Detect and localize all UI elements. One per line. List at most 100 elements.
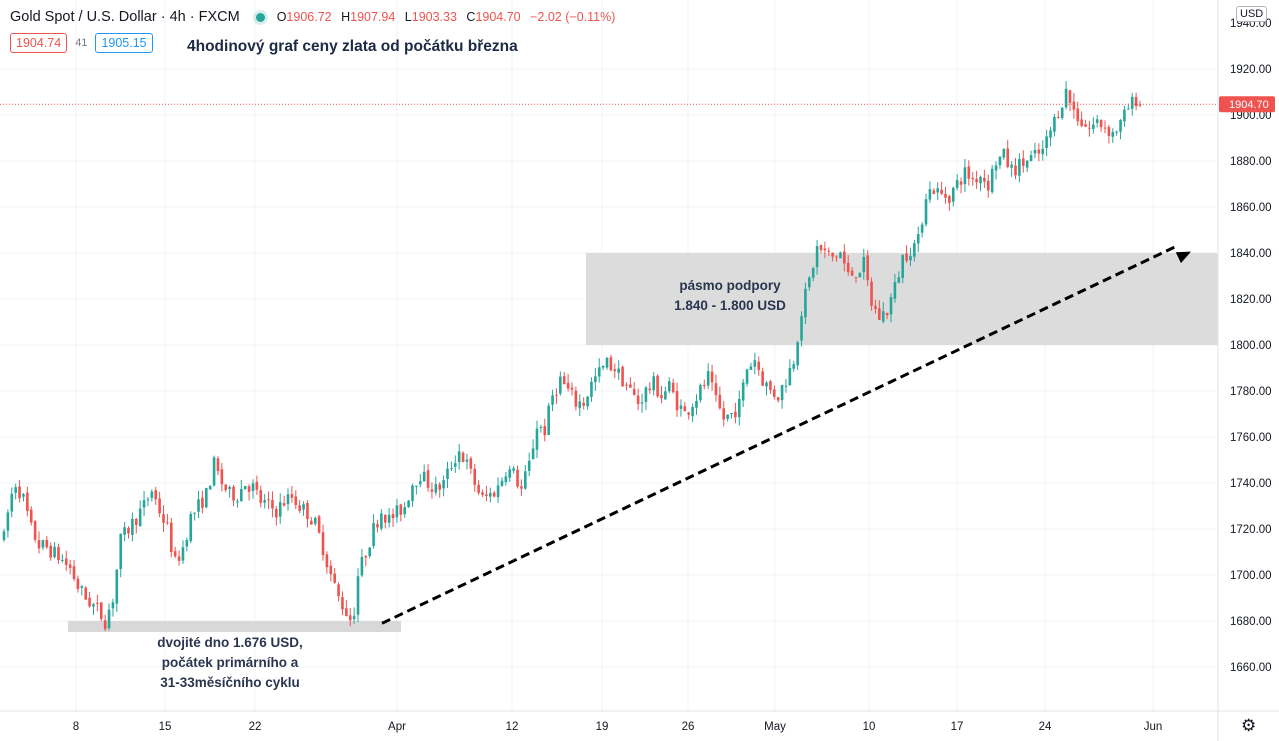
- y-tick-label: 1760.00: [1230, 432, 1272, 444]
- candle-body: [979, 176, 982, 184]
- candle-body: [6, 512, 10, 531]
- candle-body: [57, 547, 60, 561]
- exchange: FXCM: [198, 9, 240, 25]
- candle-body: [1010, 164, 1013, 168]
- candle-body: [119, 533, 123, 569]
- candle-body: [792, 364, 796, 369]
- candle-body: [220, 469, 224, 485]
- candle-body: [885, 312, 889, 316]
- y-tick-label: 1780.00: [1230, 386, 1272, 398]
- candle-body: [275, 508, 278, 518]
- candle-body: [325, 554, 329, 568]
- market-status-icon[interactable]: [255, 12, 265, 22]
- candle-body: [492, 492, 496, 497]
- candle-body: [271, 500, 274, 509]
- x-tick-label: 26: [682, 721, 695, 733]
- candle-body: [500, 480, 504, 486]
- candle-body: [773, 389, 776, 397]
- candle-body: [1057, 117, 1060, 119]
- candle-body: [1053, 116, 1056, 132]
- candle-body: [843, 251, 846, 264]
- interval[interactable]: 4h: [169, 9, 186, 25]
- candle-body: [621, 366, 624, 387]
- candle-body: [998, 156, 1002, 166]
- candle-body: [1033, 149, 1037, 154]
- y-tick-label: 1720.00: [1230, 524, 1272, 536]
- currency-button[interactable]: USD: [1236, 6, 1268, 22]
- candle-body: [512, 468, 515, 471]
- candle-body: [251, 483, 255, 491]
- candle-body: [395, 505, 399, 518]
- candle-body: [671, 382, 675, 393]
- symbol-name[interactable]: Gold Spot / U.S. Dollar: [10, 9, 157, 25]
- candle-body: [1127, 108, 1130, 110]
- x-tick-label: 10: [863, 721, 876, 733]
- candle-body: [1021, 158, 1025, 166]
- candle-body: [539, 427, 543, 429]
- candle-body: [520, 486, 523, 489]
- candle-body: [457, 451, 461, 463]
- candle-body: [177, 556, 181, 561]
- candle-body: [835, 256, 838, 258]
- candle-body: [403, 507, 407, 515]
- candle-body: [313, 517, 317, 524]
- candle-body: [796, 342, 799, 366]
- candle-body: [632, 388, 636, 395]
- candle-body: [948, 196, 951, 203]
- candle-body: [337, 584, 340, 597]
- x-tick-label: 19: [596, 721, 609, 733]
- candle-body: [749, 366, 753, 370]
- candle-body: [298, 505, 301, 512]
- candle-body: [422, 471, 426, 482]
- candle-body: [434, 484, 438, 493]
- current-price-label: 1904.70: [1229, 99, 1269, 111]
- candle-body: [555, 394, 558, 396]
- candle-body: [574, 390, 578, 407]
- candle-body: [259, 490, 263, 503]
- candle-body: [1080, 119, 1083, 126]
- x-tick-label: 12: [506, 721, 519, 733]
- candle-body: [967, 166, 971, 179]
- bid-price-button[interactable]: 1904.74: [10, 33, 68, 53]
- double-bottom-zone: [68, 621, 401, 632]
- candle-body: [932, 190, 936, 194]
- candle-body: [131, 518, 134, 536]
- candle-body: [1076, 108, 1080, 122]
- candle-body: [761, 371, 764, 386]
- candle-body: [652, 376, 655, 391]
- candle-body: [310, 520, 313, 525]
- candle-body: [959, 181, 963, 185]
- candle-body: [1107, 127, 1111, 136]
- candle-body: [224, 484, 228, 491]
- candle-body: [278, 502, 282, 517]
- y-tick-label: 1740.00: [1230, 478, 1272, 490]
- candle-body: [726, 414, 729, 419]
- candle-body: [811, 268, 815, 278]
- double-bottom-label: dvojité dno 1.676 USD, počátek primárníh…: [157, 635, 303, 690]
- candle-body: [784, 385, 788, 387]
- candle-body: [800, 316, 803, 341]
- candle-body: [683, 406, 687, 412]
- x-tick-label: 17: [951, 721, 964, 733]
- candle-body: [819, 244, 823, 251]
- gear-icon[interactable]: ⚙: [1241, 716, 1257, 735]
- candle-body: [208, 485, 212, 490]
- support-zone-label: pásmo podpory 1.840 - 1.800 USD: [674, 278, 786, 313]
- candle-body: [1018, 159, 1021, 176]
- candle-body: [866, 255, 869, 281]
- candle-body: [815, 246, 819, 268]
- candle-body: [53, 546, 56, 558]
- candle-body: [531, 448, 535, 460]
- candle-body: [1006, 148, 1010, 167]
- ask-price-button[interactable]: 1905.15: [95, 33, 153, 53]
- candle-body: [489, 492, 492, 497]
- candle-body: [76, 578, 80, 589]
- time-axis[interactable]: 8 15 22 Apr 12 19 26 May 10 17 24 Jun: [73, 721, 1162, 733]
- candle-body: [1123, 109, 1126, 122]
- price-axis[interactable]: 1660.00 1680.00 1700.00 1720.00 1740.00 1760.…: [1230, 18, 1272, 674]
- candle-body: [1002, 149, 1006, 158]
- candle-body: [263, 500, 266, 503]
- candle-body: [916, 234, 920, 244]
- candle-body: [232, 486, 235, 501]
